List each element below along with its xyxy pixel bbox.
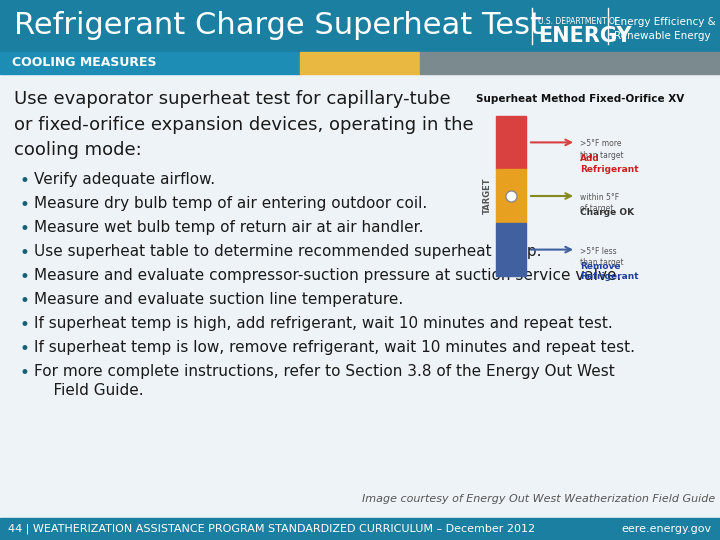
Bar [300, 52, 420, 74]
Text: Measure and evaluate suction line temperature.: Measure and evaluate suction line temper… [34, 292, 403, 307]
Text: Verify adequate airflow.: Verify adequate airflow. [34, 172, 215, 187]
Text: •: • [20, 364, 30, 382]
Text: TARGET: TARGET [483, 178, 492, 214]
Text: Measure wet bulb temp of return air at air handler.: Measure wet bulb temp of return air at a… [34, 220, 423, 235]
Text: Energy Efficiency &
Renewable Energy: Energy Efficiency & Renewable Energy [614, 17, 716, 41]
Bar [420, 52, 720, 74]
Text: Image courtesy of Energy Out West Weatherization Field Guide: Image courtesy of Energy Out West Weathe… [361, 494, 715, 504]
Bar [0, 74, 720, 518]
Text: •: • [20, 196, 30, 214]
Text: eere.energy.gov: eere.energy.gov [622, 524, 712, 534]
Text: Charge OK: Charge OK [580, 208, 634, 217]
Text: •: • [20, 292, 30, 310]
Bar [0, 52, 300, 74]
Bar [0, 518, 720, 540]
Text: Use superheat table to determine recommended superheat temp.: Use superheat table to determine recomme… [34, 244, 541, 259]
Text: •: • [20, 268, 30, 286]
Text: within 5°F
of target: within 5°F of target [580, 193, 619, 213]
Text: For more complete instructions, refer to Section 3.8 of the Energy Out West
    : For more complete instructions, refer to… [34, 364, 615, 397]
Text: •: • [20, 340, 30, 358]
Text: ENERGY: ENERGY [538, 26, 631, 46]
Text: Refrigerant Charge Superheat Test: Refrigerant Charge Superheat Test [14, 11, 542, 40]
Bar [496, 116, 526, 169]
Text: Use evaporator superheat test for capillary-tube
or fixed-orifice expansion devi: Use evaporator superheat test for capill… [14, 90, 474, 159]
Text: Measure and evaluate compressor-suction pressure at suction service valve.: Measure and evaluate compressor-suction … [34, 268, 621, 283]
Bar [0, 0, 720, 52]
Text: •: • [20, 220, 30, 238]
Bar [496, 169, 526, 223]
Text: U.S. DEPARTMENT OF: U.S. DEPARTMENT OF [538, 17, 619, 26]
Text: If superheat temp is low, remove refrigerant, wait 10 minutes and repeat test.: If superheat temp is low, remove refrige… [34, 340, 635, 355]
Text: •: • [20, 316, 30, 334]
Text: COOLING MEASURES: COOLING MEASURES [12, 57, 156, 70]
Text: >5°F more
than target: >5°F more than target [580, 139, 624, 159]
Text: If superheat temp is high, add refrigerant, wait 10 minutes and repeat test.: If superheat temp is high, add refrigera… [34, 316, 613, 331]
Text: •: • [20, 244, 30, 262]
Bar [496, 223, 526, 276]
Text: Add
Refrigerant: Add Refrigerant [580, 154, 639, 174]
Text: 44 | WEATHERIZATION ASSISTANCE PROGRAM STANDARDIZED CURRICULUM – December 2012: 44 | WEATHERIZATION ASSISTANCE PROGRAM S… [8, 524, 535, 534]
Text: >5°F less
than target: >5°F less than target [580, 247, 624, 267]
Text: •: • [20, 172, 30, 190]
Text: Remove
Refrigerant: Remove Refrigerant [580, 261, 639, 281]
Text: Measure dry bulb temp of air entering outdoor coil.: Measure dry bulb temp of air entering ou… [34, 196, 427, 211]
Text: Superheat Method Fixed-Orifice XV: Superheat Method Fixed-Orifice XV [476, 94, 684, 104]
